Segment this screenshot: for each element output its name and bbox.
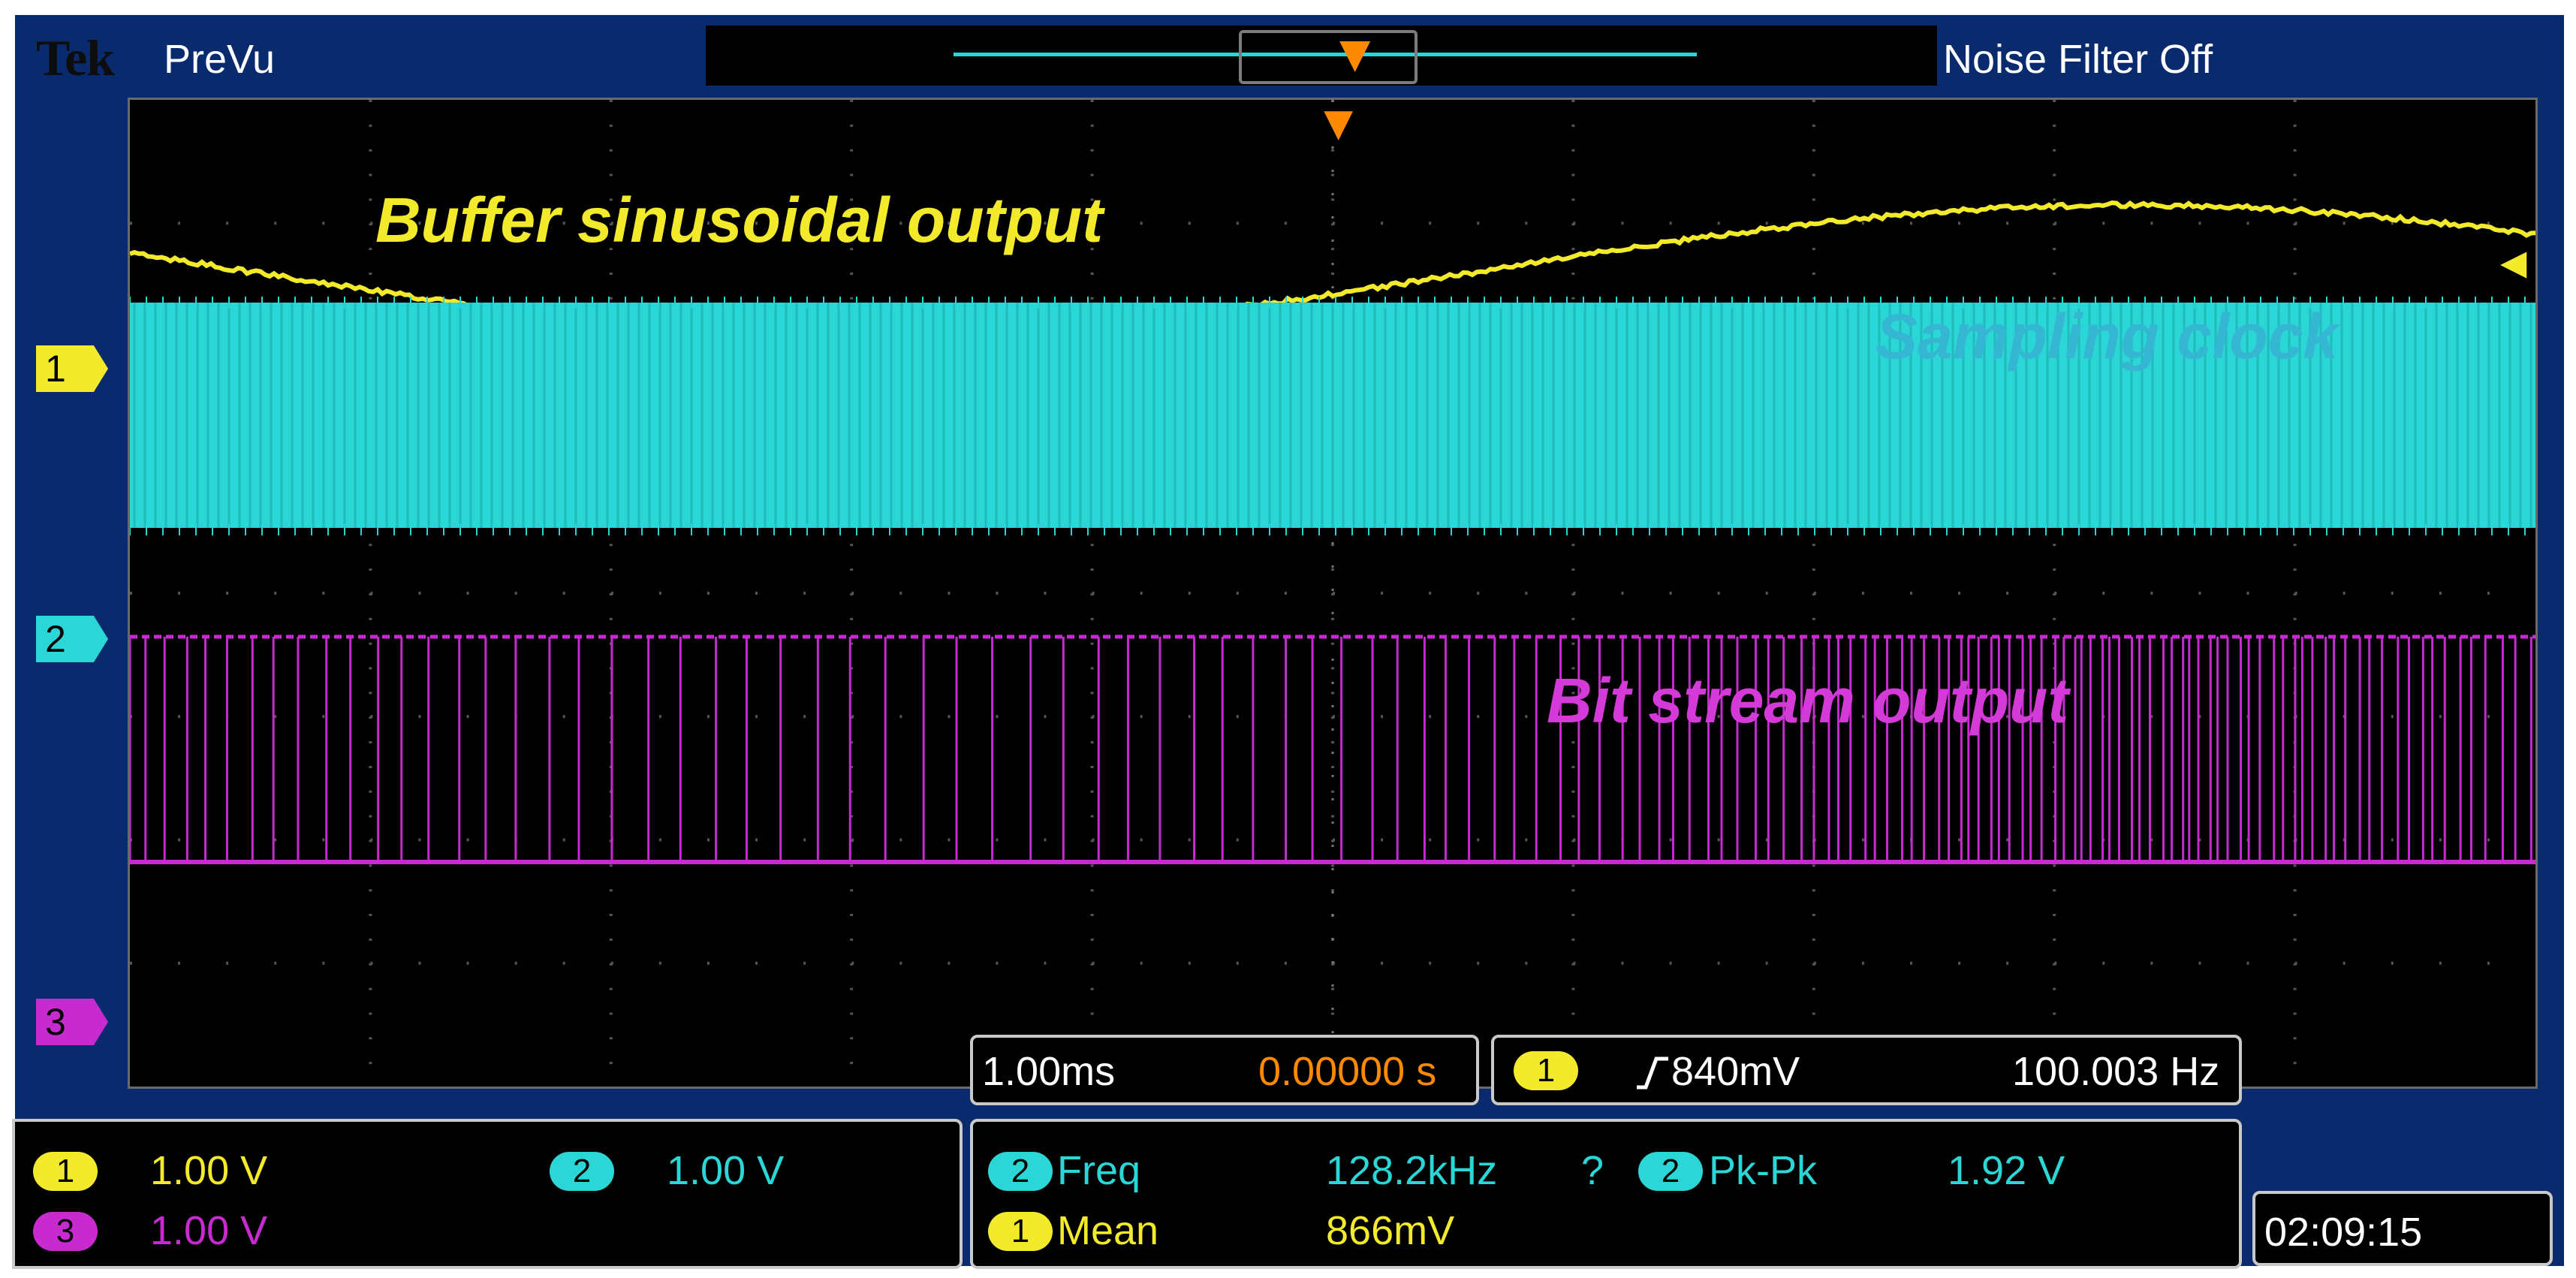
bitstream-output-label: Bit stream output bbox=[1547, 665, 2068, 737]
trigger-box[interactable]: 1 840mV 100.003 Hz bbox=[1491, 1035, 2242, 1105]
noise-filter-status: Noise Filter Off bbox=[1943, 36, 2213, 83]
clock-box: 02:09:15 bbox=[2252, 1191, 2553, 1266]
ch3-scale: 1.00 V bbox=[150, 1207, 267, 1254]
ch3-marker[interactable]: 3 bbox=[36, 999, 108, 1045]
record-position-bar[interactable]: ▼ bbox=[706, 26, 1937, 86]
measurements-box[interactable]: 2 Freq 128.2kHz ? 2 Pk-Pk 1.92 V 1 Mean … bbox=[970, 1119, 2242, 1269]
trigger-position-icon: ▼ bbox=[1329, 27, 1381, 80]
pkpk-label: Pk-Pk bbox=[1709, 1147, 1817, 1194]
mean-value: 866mV bbox=[1326, 1207, 1454, 1254]
timebase-box[interactable]: 1.00ms 0.00000 s bbox=[970, 1035, 1479, 1105]
trigger-level-icon: ◀ bbox=[2500, 245, 2526, 279]
mean-channel-badge: 1 bbox=[988, 1212, 1053, 1251]
pkpk-value: 1.92 V bbox=[1948, 1147, 2065, 1194]
clock-time: 02:09:15 bbox=[2264, 1209, 2422, 1255]
ch2-badge[interactable]: 2 bbox=[550, 1152, 614, 1191]
freq-flag: ? bbox=[1581, 1147, 1604, 1194]
ch2-marker[interactable]: 2 bbox=[36, 616, 108, 662]
ch1-badge[interactable]: 1 bbox=[33, 1152, 98, 1191]
trigger-marker-icon: ▼ bbox=[1314, 98, 1363, 147]
ch1-scale: 1.00 V bbox=[150, 1147, 267, 1194]
horizontal-scale: 1.00ms bbox=[982, 1048, 1115, 1095]
ch2-scale: 1.00 V bbox=[667, 1147, 784, 1194]
tek-logo: Tek bbox=[36, 29, 114, 88]
oscilloscope-display: Tek PreVu ▼ Noise Filter Off 1 2 3 ▼ ◀ B… bbox=[15, 15, 2564, 1266]
channel-scale-box[interactable]: 1 1.00 V 2 1.00 V 3 1.00 V bbox=[12, 1119, 963, 1269]
freq-label: Freq bbox=[1057, 1147, 1140, 1194]
trigger-frequency: 100.003 Hz bbox=[2012, 1048, 2219, 1095]
mean-label: Mean bbox=[1057, 1207, 1158, 1254]
horizontal-position: 0.00000 s bbox=[1258, 1048, 1436, 1095]
trigger-source-badge: 1 bbox=[1514, 1051, 1578, 1090]
pkpk-channel-badge: 2 bbox=[1638, 1152, 1703, 1191]
rising-edge-icon bbox=[1634, 1054, 1671, 1092]
freq-channel-badge: 2 bbox=[988, 1152, 1053, 1191]
acquisition-mode: PreVu bbox=[164, 36, 275, 83]
sampling-clock-label: Sampling clock bbox=[1876, 300, 2338, 373]
ch1-marker[interactable]: 1 bbox=[36, 345, 108, 392]
freq-value: 128.2kHz bbox=[1326, 1147, 1497, 1194]
trigger-level: 840mV bbox=[1671, 1048, 1800, 1095]
buffer-output-label: Buffer sinusoidal output bbox=[375, 184, 1103, 257]
view-bracket[interactable] bbox=[1239, 30, 1418, 84]
ch3-badge[interactable]: 3 bbox=[33, 1212, 98, 1251]
